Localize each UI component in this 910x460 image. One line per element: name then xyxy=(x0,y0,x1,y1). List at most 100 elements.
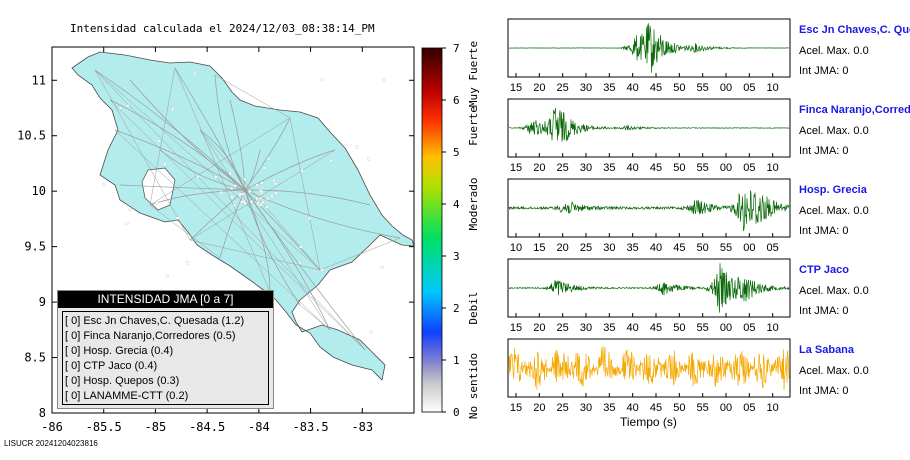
colorbar-level-label: 2 xyxy=(453,302,460,315)
road xyxy=(109,99,366,351)
town-markers xyxy=(102,72,386,349)
waveform-tick-label: 50 xyxy=(673,82,685,94)
lat-tick-label: 9.5 xyxy=(24,240,46,254)
town-marker xyxy=(196,175,200,179)
station-int-jma: Int JMA: 0 xyxy=(799,145,849,157)
waveform-panels: 15 20 25 30 35 40 45 50 55 00 05 10 Esc Jn Chaves,C.… xyxy=(507,18,910,414)
road xyxy=(94,69,191,241)
latitude-axis: 11 10.5 10 9.5 9 8.5 8 xyxy=(17,73,414,420)
waveform-tick-label: 00 xyxy=(720,162,732,174)
map-title: Intensidad calculada el 2024/12/03_08:38… xyxy=(70,22,375,35)
waveform-tick-label: 05 xyxy=(743,82,755,94)
town-marker xyxy=(230,195,234,199)
colorbar-category-label: Debil xyxy=(467,291,480,324)
waveform-panel: 10 15 20 25 30 35 40 45 50 55 00 05 Hosp. Grecia Acel… xyxy=(507,178,869,254)
road xyxy=(319,237,401,271)
waveform-tick-label: 30 xyxy=(603,242,615,254)
waveform-trace xyxy=(508,346,790,391)
waveform-tick-label: 45 xyxy=(650,82,662,94)
town-marker xyxy=(369,330,373,334)
waveform-tick-label: 30 xyxy=(580,402,592,414)
waveform-tick-label: 45 xyxy=(650,162,662,174)
road xyxy=(159,149,246,191)
road xyxy=(94,69,321,271)
legend-item: [ 0] Hosp. Grecia (0.4) xyxy=(65,345,174,357)
road xyxy=(229,99,246,191)
legend-item: [ 0] Hosp. Quepos (0.3) xyxy=(65,375,180,387)
town-marker xyxy=(255,197,259,201)
waveform-tick-label: 25 xyxy=(557,162,569,174)
lon-tick-label: -84.5 xyxy=(189,420,225,434)
lon-tick-label: -83.5 xyxy=(293,420,329,434)
waveform-tick-label: 35 xyxy=(627,242,639,254)
road xyxy=(189,239,321,271)
waveform-tick-label: 50 xyxy=(697,242,709,254)
waveform-tick-label: 35 xyxy=(603,402,615,414)
town-marker xyxy=(260,190,264,194)
waveform-x-label: Tiempo (s) xyxy=(620,415,677,429)
waveform-tick-label: 15 xyxy=(533,242,545,254)
road xyxy=(189,149,336,241)
town-marker xyxy=(266,157,270,161)
waveform-tick-label: 25 xyxy=(580,242,592,254)
road xyxy=(214,74,246,191)
road xyxy=(94,69,366,351)
road xyxy=(174,67,246,191)
station-acel-max: Acel. Max. 0.0 xyxy=(799,285,869,297)
waveform-tick-label: 10 xyxy=(767,322,779,334)
station-name: Esc Jn Chaves,C. Quesada xyxy=(799,24,910,36)
colorbar-ticks: 0 1 2 3 4 5 6 7 xyxy=(442,42,460,419)
waveform-tick-label: 20 xyxy=(533,162,545,174)
colorbar-category-label: Muy Fuerte xyxy=(467,41,480,107)
waveform-tick-label: 00 xyxy=(720,82,732,94)
lon-tick-label: -84 xyxy=(248,420,270,434)
road xyxy=(289,117,321,271)
colorbar-level-label: 6 xyxy=(453,94,460,107)
waveform-tick-label: 15 xyxy=(510,162,522,174)
town-marker xyxy=(320,268,324,272)
nicoya-gulf-water xyxy=(141,167,176,211)
colorbar-level-label: 0 xyxy=(453,406,460,419)
town-marker xyxy=(228,172,232,175)
station-acel-max: Acel. Max. 0.0 xyxy=(799,365,869,377)
road xyxy=(114,129,331,331)
town-marker xyxy=(243,178,247,181)
legend-item: [ 0] Finca Naranjo,Corredores (0.5) xyxy=(65,330,236,342)
town-marker xyxy=(255,183,259,187)
waveform-tick-label: 35 xyxy=(603,162,615,174)
town-marker xyxy=(274,191,278,195)
legend-item: [ 0] Esc Jn Chaves,C. Quesada (1.2) xyxy=(65,315,245,327)
town-marker xyxy=(125,221,129,225)
town-marker xyxy=(380,266,384,269)
waveform-tick-label: 20 xyxy=(533,82,545,94)
town-marker xyxy=(355,145,359,149)
town-marker xyxy=(214,175,218,179)
town-marker xyxy=(118,106,122,110)
lat-tick-label: 11 xyxy=(32,73,46,87)
colorbar-level-label: 5 xyxy=(453,146,460,159)
waveform-tick-label: 00 xyxy=(720,322,732,334)
town-marker xyxy=(250,200,254,204)
waveform-tick-label: 40 xyxy=(627,82,639,94)
road xyxy=(244,117,291,191)
town-marker xyxy=(299,245,303,249)
waveform-tick-label: 40 xyxy=(627,402,639,414)
lon-tick-label: -83 xyxy=(351,420,373,434)
colorbar-category-label: No sentido xyxy=(467,353,480,419)
waveform-tick-label: 00 xyxy=(720,402,732,414)
waveform-tick-label: 20 xyxy=(533,322,545,334)
town-marker xyxy=(259,203,263,207)
waveform-tick-label: 20 xyxy=(533,402,545,414)
station-int-jma: Int JMA: 0 xyxy=(799,65,849,77)
town-marker xyxy=(230,186,234,190)
lat-tick-label: 10 xyxy=(32,184,46,198)
town-marker xyxy=(171,108,175,111)
waveform-tick-label: 40 xyxy=(650,242,662,254)
lon-tick-label: -86 xyxy=(41,420,63,434)
waveform-trace xyxy=(509,108,790,142)
town-marker xyxy=(165,274,169,278)
town-marker xyxy=(329,159,333,163)
waveform-tick-label: 00 xyxy=(743,242,755,254)
lon-tick-label: -85 xyxy=(145,420,167,434)
